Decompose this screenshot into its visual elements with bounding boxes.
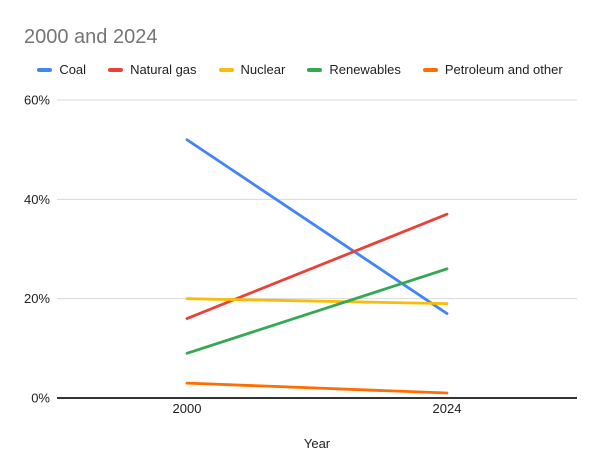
legend: Coal Natural gas Nuclear Renewables Petroleu… [0,62,600,77]
legend-swatch-natural-gas [108,67,124,72]
y-tick-label: 60% [24,93,50,108]
legend-label: Petroleum and other [444,62,563,77]
legend-swatch-nuclear [218,67,234,72]
legend-item-nuclear: Nuclear [218,62,286,77]
legend-item-renewables: Renewables [307,62,401,77]
legend-label: Coal [59,62,87,77]
series-line-natural-gas [185,212,449,320]
legend-swatch-renewables [307,67,323,72]
legend-label: Renewables [329,62,401,77]
y-tick-label: 0% [31,391,50,406]
y-tick-label: 40% [24,192,50,207]
legend-label: Natural gas [130,62,197,77]
legend-item-petroleum-and-other: Petroleum and other [422,62,563,77]
series-line-coal [185,138,449,315]
legend-item-coal: Coal [37,62,86,77]
series-line-nuclear [185,297,449,306]
legend-swatch-petroleum-and-other [422,67,438,72]
x-axis-title: Year [303,436,331,451]
series-line-petroleum-and-other [185,381,449,395]
legend-item-natural-gas: Natural gas [108,62,197,77]
x-tick-label: 2000 [173,401,202,416]
y-tick-label: 20% [24,291,50,306]
legend-label: Nuclear [240,62,286,77]
series-line-renewables [185,267,449,355]
plot-area: 0% 20% 40% 60% 2000 2024 [24,93,577,416]
legend-swatch-coal [37,67,53,72]
chart-title: 2000 and 2024 [24,26,158,48]
x-tick-label: 2024 [433,401,462,416]
